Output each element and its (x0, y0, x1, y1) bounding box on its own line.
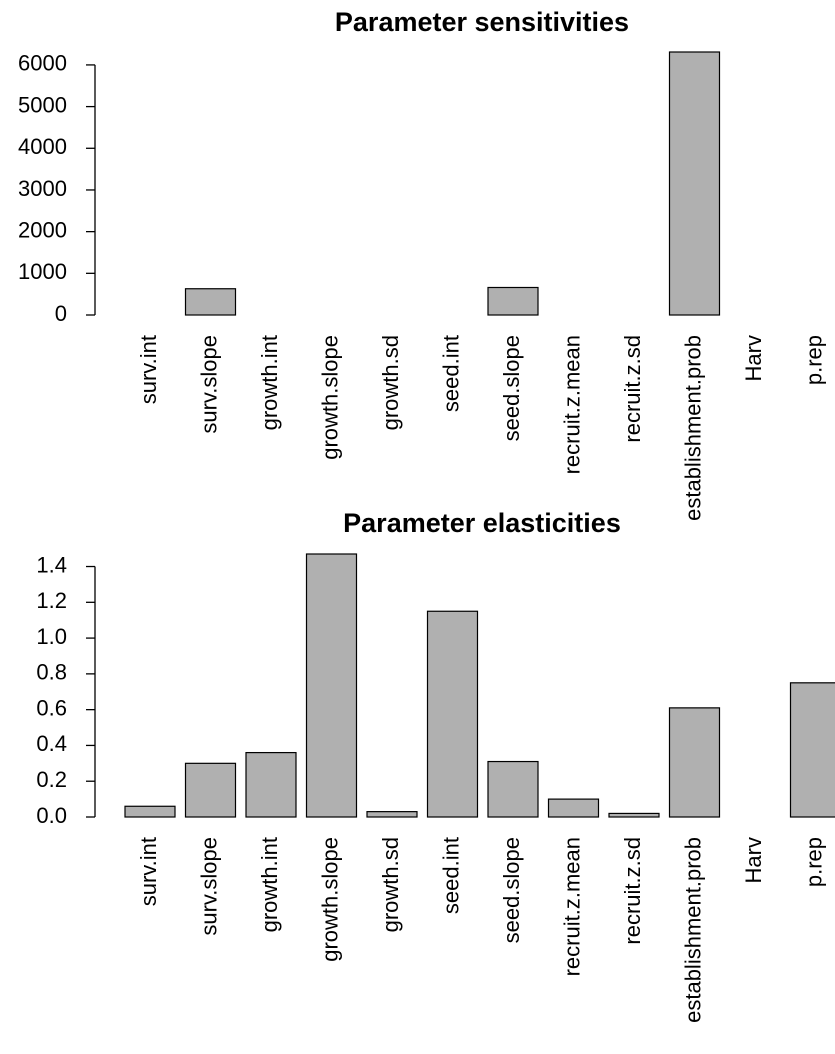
bar (789, 682, 835, 818)
bar (366, 811, 418, 818)
chart-title: Parameter elasticities (343, 508, 621, 538)
x-tick-label: seed.int (438, 837, 463, 914)
y-tick-label: 1.4 (36, 552, 67, 577)
x-tick-label: seed.slope (499, 837, 524, 943)
x-tick-label: recruit.z.sd (620, 335, 645, 443)
bar (608, 812, 660, 818)
x-tick-label: recruit.z.mean (559, 837, 584, 976)
x-tick-label: Harv (741, 837, 766, 883)
x-tick-label: surv.int (136, 837, 161, 906)
bar (668, 707, 721, 818)
y-tick-label: 6000 (18, 51, 67, 76)
bar (245, 751, 297, 818)
y-tick-label: 1.2 (36, 588, 67, 613)
chart-title: Parameter sensitivities (335, 7, 629, 37)
x-tick-label: growth.int (257, 837, 282, 932)
y-tick-label: 0.2 (36, 767, 67, 792)
y-tick-label: 0 (55, 301, 67, 326)
bar (184, 762, 237, 818)
x-tick-label: surv.int (136, 335, 161, 404)
x-tick-label: growth.int (257, 335, 282, 430)
y-tick-label: 4000 (18, 134, 67, 159)
x-tick-label: establishment.prob (680, 335, 705, 521)
bar (305, 553, 358, 818)
bar (124, 805, 176, 818)
x-tick-label: p.rep (801, 335, 826, 385)
x-tick-label: growth.slope (317, 837, 342, 962)
bar (487, 286, 539, 316)
x-tick-label: recruit.z.sd (620, 837, 645, 945)
y-tick-label: 3000 (18, 176, 67, 201)
y-tick-label: 0.4 (36, 731, 67, 756)
y-tick-label: 1.0 (36, 624, 67, 649)
y-tick-label: 0.6 (36, 695, 67, 720)
y-tick-label: 0.0 (36, 803, 67, 828)
y-tick-label: 0.8 (36, 660, 67, 685)
x-tick-label: establishment.prob (680, 837, 705, 1023)
x-tick-label: growth.sd (378, 335, 403, 430)
x-tick-label: p.rep (801, 837, 826, 887)
x-tick-label: Harv (741, 335, 766, 381)
x-tick-label: growth.sd (378, 837, 403, 932)
y-tick-label: 2000 (18, 217, 67, 242)
x-tick-label: seed.slope (499, 335, 524, 441)
x-tick-label: seed.int (438, 335, 463, 412)
y-tick-label: 1000 (18, 259, 67, 284)
bar (426, 610, 479, 818)
x-tick-label: recruit.z.mean (559, 335, 584, 474)
bar (487, 760, 539, 818)
bar (547, 798, 600, 818)
bar (184, 288, 237, 316)
bar (668, 51, 721, 316)
x-tick-label: growth.slope (317, 335, 342, 460)
y-tick-label: 5000 (18, 92, 67, 117)
x-tick-label: surv.slope (196, 335, 221, 434)
x-tick-label: surv.slope (196, 837, 221, 936)
